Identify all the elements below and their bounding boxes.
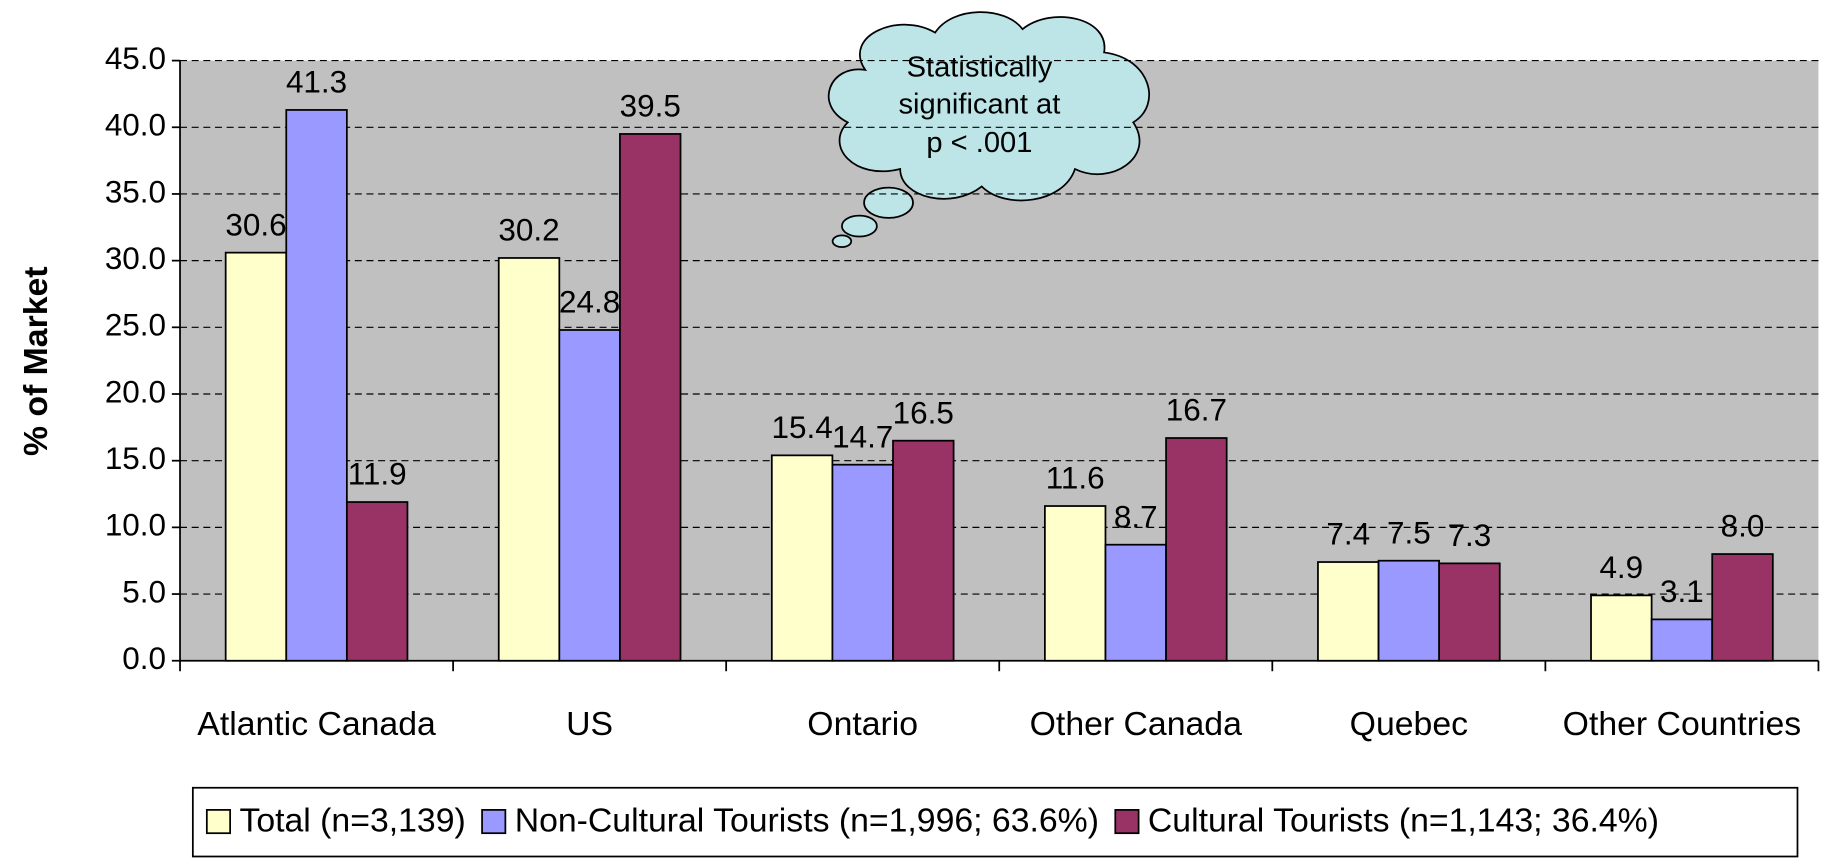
- bar: [1165, 437, 1228, 662]
- bar: [1317, 561, 1380, 662]
- y-tick-label: 5.0: [122, 574, 166, 609]
- data-label: 39.5: [620, 89, 681, 124]
- legend-swatch: [205, 809, 232, 835]
- data-label: 11.9: [348, 457, 407, 492]
- y-tick-label: 35.0: [105, 174, 166, 209]
- bar: [1377, 559, 1441, 662]
- bar: [1650, 618, 1714, 662]
- data-label: 8.0: [1721, 509, 1765, 544]
- bar: [224, 251, 288, 662]
- thought-cloud: [827, 11, 1150, 248]
- x-tick-label: Quebec: [1350, 705, 1468, 743]
- legend-swatch: [481, 809, 507, 835]
- bar: [619, 133, 682, 662]
- y-axis-label: % of Market: [17, 266, 55, 456]
- annotation: Statistically: [907, 51, 1053, 83]
- x-tick-label: Other Canada: [1030, 705, 1242, 743]
- bar: [1711, 553, 1774, 662]
- y-tick-label: 10.0: [105, 508, 166, 543]
- bar: [770, 454, 834, 662]
- y-tick-label: 30.0: [105, 241, 166, 276]
- y-tick-label: 0.0: [122, 641, 166, 676]
- y-tick-label: 40.0: [105, 108, 166, 143]
- data-label: 14.7: [832, 419, 893, 454]
- y-tick-label: 15.0: [105, 441, 166, 476]
- data-label: 41.3: [286, 65, 347, 100]
- x-tick-label: Ontario: [807, 705, 918, 743]
- bar: [1104, 543, 1167, 662]
- legend-label: Non-Cultural Tourists (n=1,996; 63.6%): [515, 802, 1099, 840]
- bar: [1590, 594, 1653, 662]
- data-label: 15.4: [771, 410, 832, 445]
- annotation: p < .001: [926, 127, 1032, 159]
- bar: [892, 439, 955, 662]
- data-label: 7.5: [1387, 515, 1431, 550]
- bar: [345, 501, 409, 662]
- data-label: 16.7: [1166, 393, 1227, 428]
- y-tick-label: 25.0: [105, 308, 166, 343]
- data-label: 30.6: [225, 207, 286, 242]
- data-label: 7.4: [1326, 517, 1370, 552]
- legend-label: Cultural Tourists (n=1,143; 36.4%): [1148, 802, 1659, 840]
- data-label: 8.7: [1114, 499, 1158, 534]
- data-label: 16.5: [893, 395, 954, 430]
- bar: [497, 257, 561, 662]
- bar: [285, 109, 348, 662]
- data-label: 4.9: [1599, 550, 1643, 585]
- legend: [191, 786, 1799, 858]
- annotation: significant at: [898, 89, 1060, 121]
- data-label: 30.2: [498, 213, 559, 248]
- bar: [1438, 562, 1501, 662]
- bar: [558, 329, 621, 662]
- data-label: 11.6: [1046, 461, 1105, 496]
- x-tick-label: US: [566, 705, 613, 743]
- data-label: 7.3: [1448, 518, 1492, 553]
- data-label: 24.8: [559, 285, 620, 320]
- x-tick-label: Other Countries: [1563, 705, 1801, 743]
- y-tick-label: 20.0: [105, 374, 166, 409]
- y-tick-label: 45.0: [105, 41, 166, 76]
- legend-label: Total (n=3,139): [239, 802, 465, 840]
- x-tick-label: Atlantic Canada: [197, 705, 436, 743]
- legend-swatch: [1114, 809, 1140, 835]
- bar: [831, 463, 894, 662]
- data-label: 3.1: [1660, 574, 1704, 609]
- bar: [1044, 505, 1107, 662]
